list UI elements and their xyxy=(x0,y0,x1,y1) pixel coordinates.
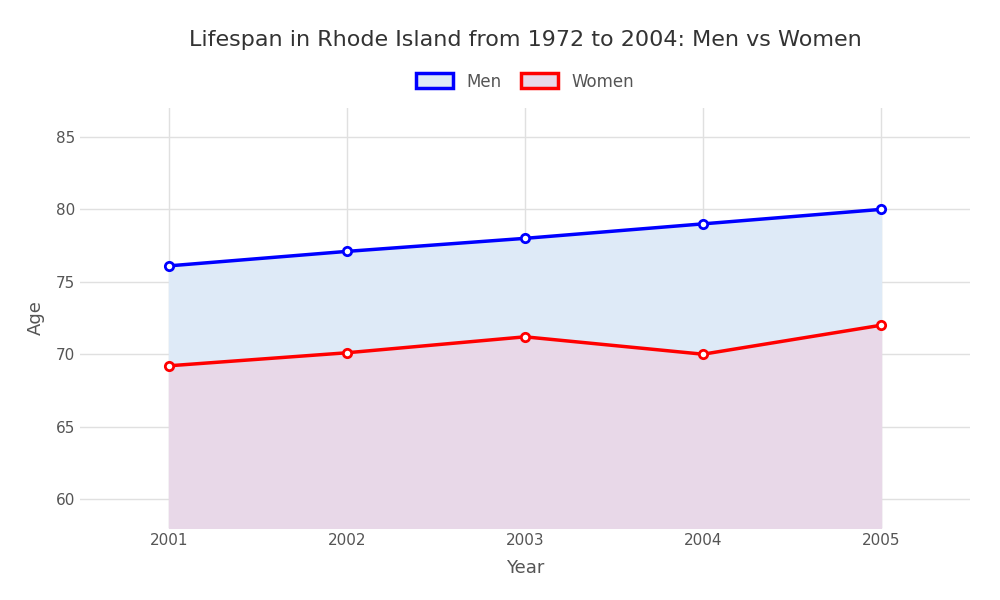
X-axis label: Year: Year xyxy=(506,559,544,577)
Title: Lifespan in Rhode Island from 1972 to 2004: Men vs Women: Lifespan in Rhode Island from 1972 to 20… xyxy=(189,29,861,49)
Legend: Men, Women: Men, Women xyxy=(409,66,641,97)
Y-axis label: Age: Age xyxy=(27,301,45,335)
